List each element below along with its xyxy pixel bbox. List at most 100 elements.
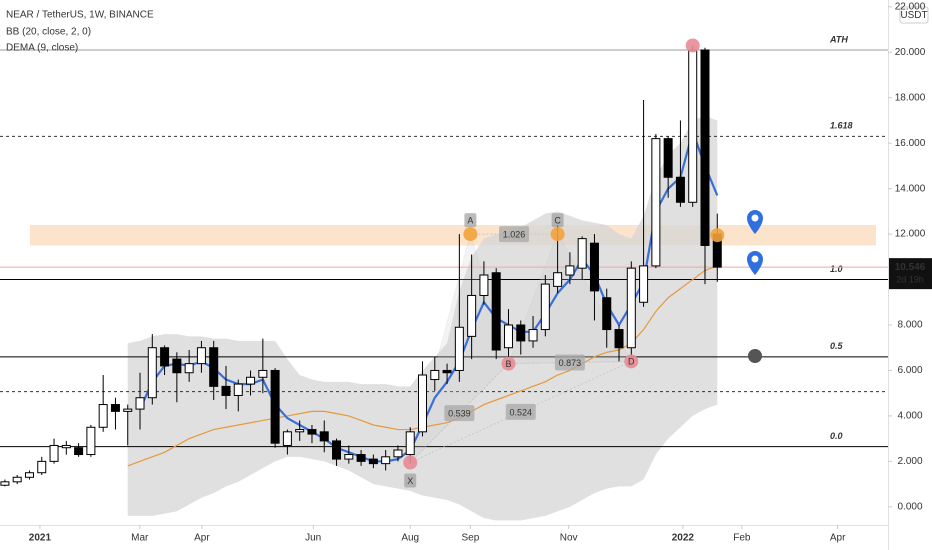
fib-level-label: 1.618 [830, 121, 853, 131]
pattern-label: C [554, 215, 561, 225]
candle-body [430, 369, 440, 381]
candle-body [0, 481, 10, 486]
candle-body [24, 472, 34, 478]
pattern-point [403, 455, 418, 470]
pattern-label-box [404, 473, 417, 488]
price-tag [889, 258, 932, 290]
candle-body [602, 297, 612, 331]
candle-body [61, 444, 71, 449]
candle-body [368, 458, 378, 465]
y-tick-label: 2.000 [897, 456, 922, 467]
candle-body [589, 242, 599, 292]
price-tag-value: 10.546 [895, 262, 926, 273]
candle-body [49, 444, 59, 462]
candle-body [332, 440, 342, 460]
indicator-legend: DEMA (9, close) [6, 43, 78, 54]
fib-level-label: 0.0 [830, 431, 843, 441]
pin-hole [751, 214, 759, 222]
candle-body [528, 329, 538, 342]
candle-body [356, 454, 366, 462]
dema-line [139, 128, 719, 463]
candle-body [663, 138, 673, 178]
ratio-box [505, 403, 536, 420]
y-tick-label: 6.000 [897, 365, 922, 376]
candle-body [74, 447, 84, 456]
y-tick-label: 14.000 [895, 183, 926, 194]
resistance-zone [30, 225, 876, 246]
plot-area: ATH 1.618 1.0 0.5 0.0 X A B C D 1.026 0.539 0.524 0.8… [0, 34, 888, 521]
candle-body [86, 426, 96, 456]
candle-body [196, 347, 206, 365]
ratio-label: 1.026 [503, 229, 526, 239]
candle-body [516, 324, 526, 342]
y-tick-label: 22.000 [895, 1, 926, 12]
candle-body [135, 397, 145, 410]
fib-level-label: 1.0 [830, 264, 843, 274]
fib-level-label: 0.5 [830, 341, 844, 351]
candle-body [467, 294, 477, 337]
ratio-box [554, 354, 585, 371]
candle-body [319, 431, 329, 442]
candle-body [491, 272, 501, 351]
y-tick-label: 8.000 [897, 320, 922, 331]
candle-body [295, 429, 305, 433]
pattern-point [501, 356, 516, 371]
candle-body [221, 385, 231, 396]
dot-marker [748, 349, 762, 363]
candle-body [454, 326, 464, 371]
x-tick-label: 2022 [672, 533, 695, 544]
candle-body [540, 283, 550, 331]
price-tag-countdown: 2d 19h [896, 275, 924, 285]
candle-body [110, 404, 120, 412]
candle-body [393, 449, 403, 458]
candle-body [37, 460, 47, 474]
candle-body [307, 429, 317, 435]
candle-body [160, 347, 170, 367]
candle-body [147, 347, 157, 399]
candle-body [184, 363, 194, 374]
y-tick-label: 12.000 [895, 229, 926, 240]
candle-body [12, 476, 22, 483]
candle-body [282, 431, 292, 446]
pattern-point [463, 227, 478, 242]
candle-body [626, 267, 636, 349]
location-pin [747, 210, 763, 363]
candle-body [503, 324, 513, 349]
candle-body [405, 431, 415, 456]
candle-body [651, 138, 661, 267]
candle-body [442, 369, 452, 374]
x-tick-label: Mar [131, 533, 149, 544]
pin [747, 210, 763, 234]
candle-body [172, 358, 182, 374]
y-tick-label: 0.000 [897, 501, 922, 512]
candle-body [479, 274, 489, 296]
candle-body [344, 454, 354, 460]
pattern-point [550, 227, 565, 242]
candle-body [381, 456, 391, 465]
candle-body [577, 238, 587, 269]
x-tick-label: Apr [194, 533, 210, 544]
candle-body [209, 347, 219, 387]
candle-body [639, 265, 649, 303]
y-tick-label: 4.000 [897, 411, 922, 422]
candle-body [123, 408, 133, 412]
candle-body [418, 374, 428, 433]
x-tick-label: 2021 [29, 533, 52, 544]
candle-body [270, 369, 280, 444]
y-tick-label: 20.000 [895, 47, 926, 58]
high-marker [685, 38, 700, 53]
ratio-label: 0.873 [559, 358, 582, 368]
x-tick-label: Aug [401, 533, 419, 544]
x-tick-label: Apr [830, 533, 846, 544]
pattern-label: A [467, 215, 473, 225]
indicator-legend: BB (20, close, 2, 0) [6, 27, 91, 38]
currency: USDT [900, 10, 927, 21]
y-tick-label: 18.000 [895, 92, 926, 103]
ratio-box [499, 226, 530, 243]
x-tick-label: Nov [560, 533, 578, 544]
candle-body [233, 383, 243, 396]
currency-box[interactable] [899, 6, 929, 24]
pattern-label-box [464, 213, 477, 228]
fib-level-label: ATH [829, 34, 848, 44]
